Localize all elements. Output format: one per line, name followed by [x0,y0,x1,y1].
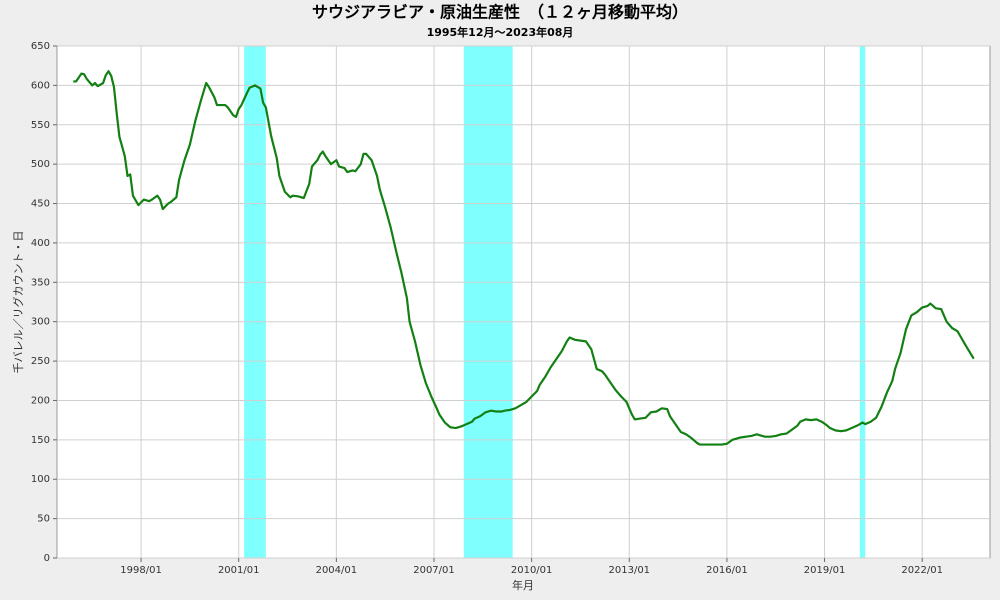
shaded-band [859,46,866,558]
chart-title: サウジアラビア・原油生産性 （１２ヶ月移動平均） [312,3,688,22]
shaded-band [244,46,266,558]
x-tick-label: 2007/01 [413,565,455,576]
y-tick-label: 650 [31,41,50,52]
y-axis-label: 千バレル／リグカウント・日 [11,231,25,374]
x-tick-label: 2004/01 [316,565,358,576]
y-tick-label: 500 [31,159,50,170]
y-tick-label: 300 [31,317,50,328]
y-tick-label: 600 [31,80,50,91]
y-tick-label: 50 [37,514,50,525]
chart-subtitle: 1995年12月～2023年08月 [427,25,574,39]
y-tick-label: 0 [44,553,50,564]
plot-layer: 0 50 100 150 200 250 300 350 400 450 500 550 600 650 1… [31,41,990,576]
y-tick-label: 200 [31,395,50,406]
x-tick-label: 1998/01 [120,565,162,576]
y-tick-label: 350 [31,277,50,288]
x-tick-label: 2022/01 [901,565,943,576]
x-tick-label: 2001/01 [218,565,260,576]
data-line [73,70,975,446]
y-tick-label: 250 [31,356,50,367]
y-tick-label: 450 [31,199,50,210]
y-tick-label: 550 [31,120,50,131]
x-tick-label: 2010/01 [511,565,553,576]
plot-area [56,45,991,559]
x-axis-label: 年月 [512,578,534,592]
y-tick-label: 150 [31,435,50,446]
y-tick-label: 100 [31,474,50,485]
shaded-band [463,46,513,558]
x-tick-label: 2016/01 [706,565,748,576]
x-tick-label: 2019/01 [804,565,846,576]
y-tick-label: 400 [31,238,50,249]
x-tick-label: 2013/01 [609,565,651,576]
